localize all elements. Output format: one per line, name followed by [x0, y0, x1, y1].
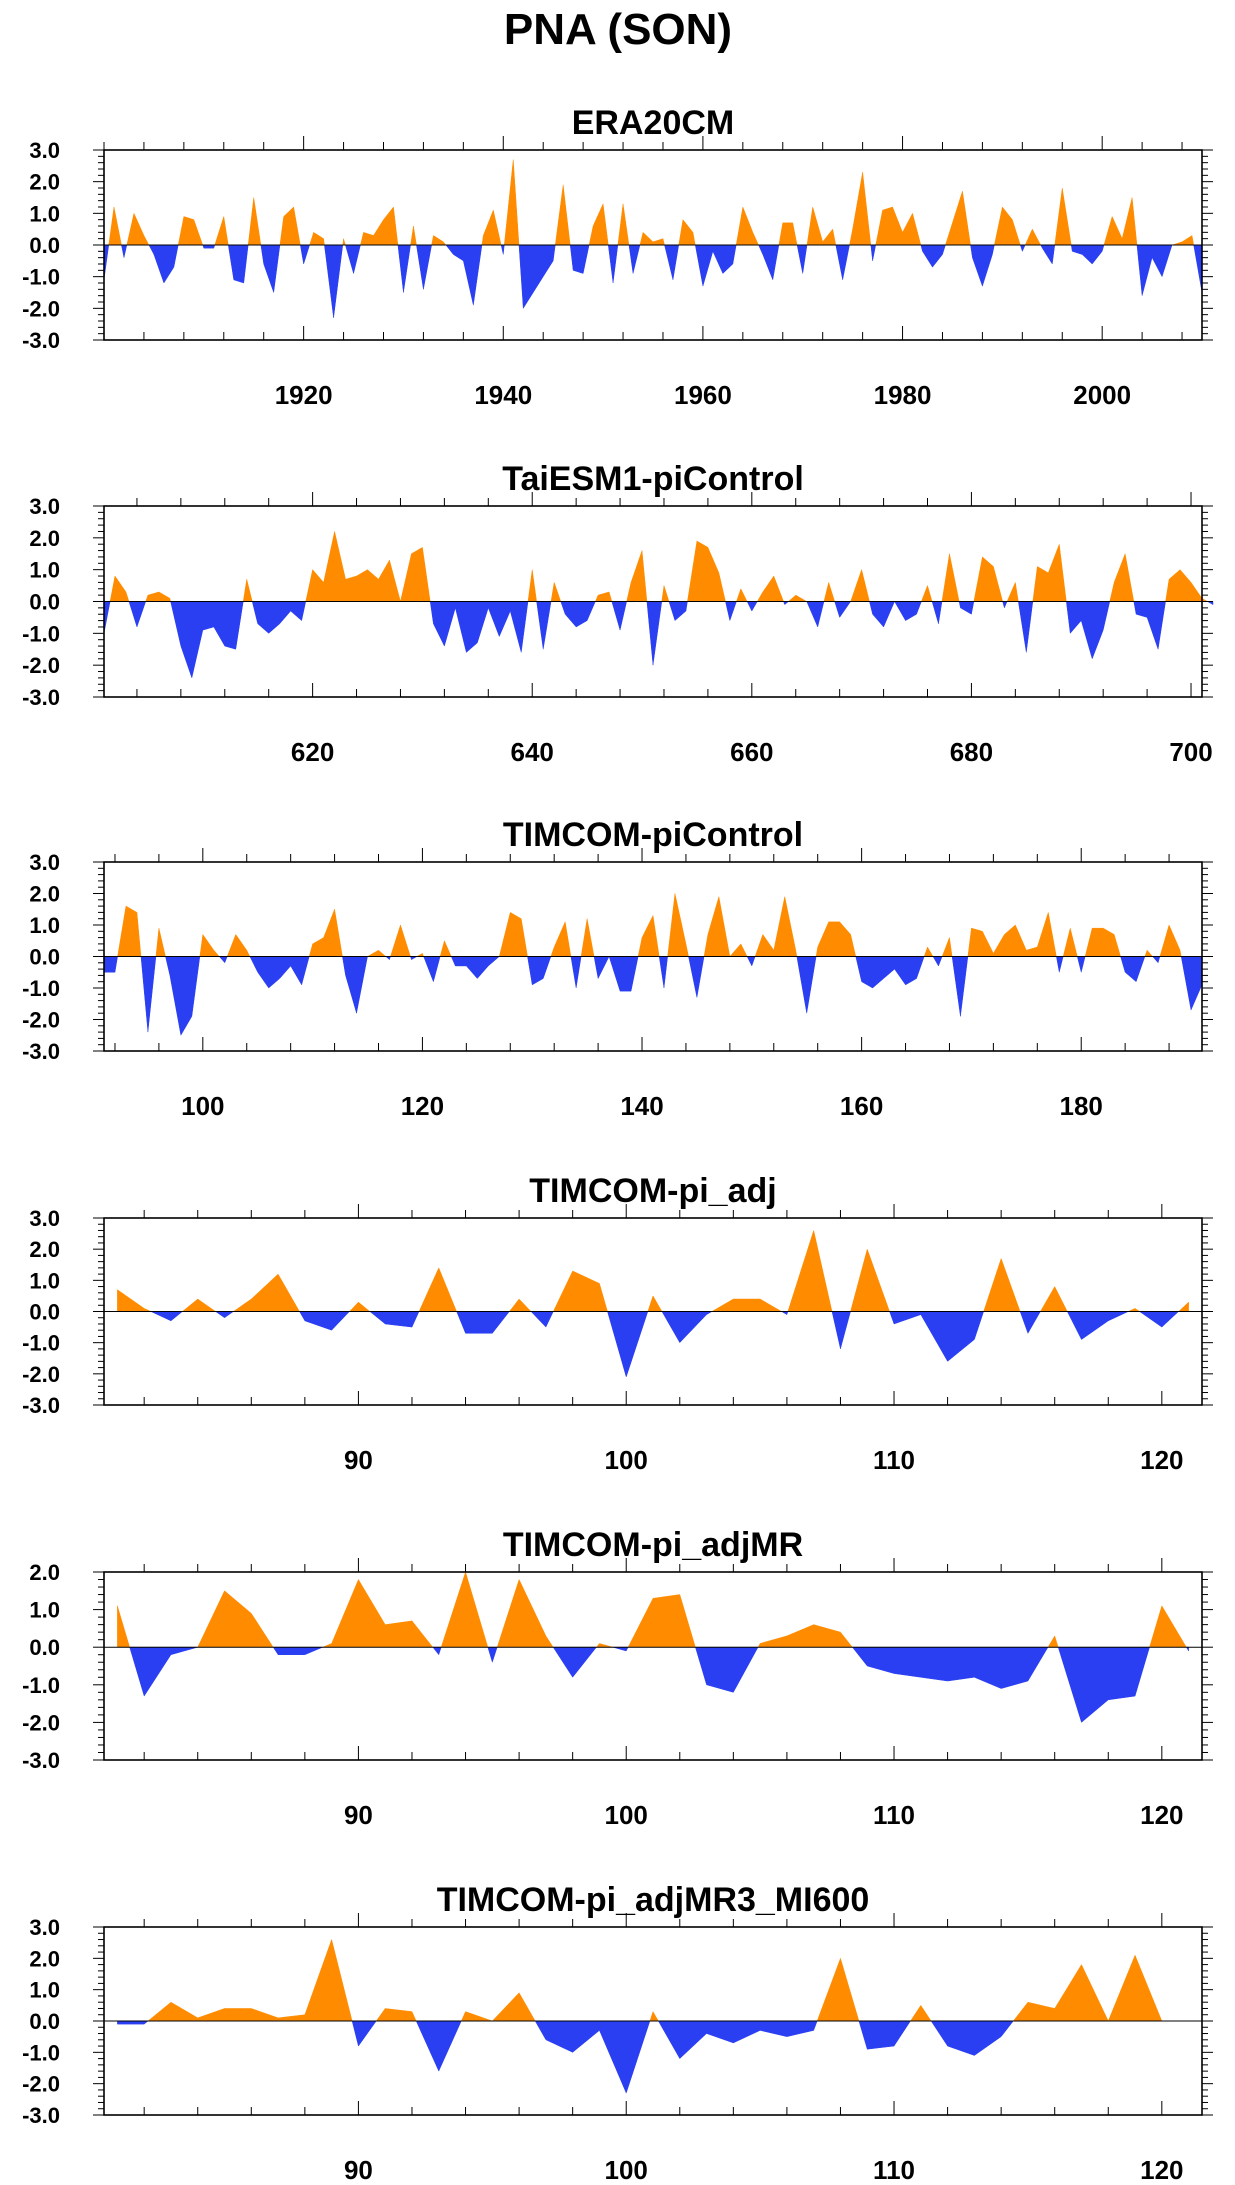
x-tick-label: 100	[181, 1091, 224, 1121]
y-tick-label: 1.0	[29, 1268, 60, 1293]
y-tick-label: -3.0	[22, 328, 60, 353]
y-tick-label: 0.0	[29, 233, 60, 258]
positive-area	[104, 893, 1202, 958]
y-tick-label: -2.0	[22, 1008, 60, 1033]
y-tick-label: 3.0	[29, 1915, 60, 1940]
x-tick-label: 1920	[275, 380, 333, 410]
panel-title: TaiESM1-piControl	[502, 460, 804, 498]
y-tick-label: 3.0	[29, 1206, 60, 1231]
positive-area	[104, 531, 1213, 602]
panel-title: ERA20CM	[572, 104, 734, 142]
x-tick-label: 100	[605, 2155, 648, 2185]
y-tick-label: 0.0	[29, 1300, 60, 1325]
x-tick-label: 1940	[474, 380, 532, 410]
x-tick-label: 120	[1140, 1800, 1183, 1830]
negative-area	[103, 955, 1203, 1036]
x-tick-label: 180	[1060, 1091, 1103, 1121]
panel-title: TIMCOM-pi_adjMR3_MI600	[437, 1881, 870, 1919]
y-tick-label: 1.0	[29, 1978, 60, 2003]
positive-area	[104, 159, 1202, 246]
x-tick-label: 660	[730, 737, 773, 767]
y-tick-label: 0.0	[29, 2009, 60, 2034]
y-tick-label: -1.0	[22, 265, 60, 290]
positive-area	[117, 1571, 1189, 1648]
y-tick-label: -1.0	[22, 1331, 60, 1356]
panel-1: ERA20CM 3.0 2.0 1.0 0.0 -1.0 -2.0 -3.0 1920 1940 1…	[22, 104, 1213, 410]
y-tick-label: 3.0	[29, 494, 60, 519]
x-tick-label: 110	[873, 1445, 915, 1475]
y-tick-label: 2.0	[29, 170, 60, 195]
x-tick-label: 90	[344, 1800, 373, 1830]
plot-frame	[103, 1571, 1203, 1761]
x-tick-label: 1980	[874, 380, 932, 410]
panel-title: TIMCOM-piControl	[503, 816, 803, 854]
panel-2: TaiESM1-piControl 3.0 2.0 1.0 0.0 -1.0 -2.0 -3.…	[22, 460, 1214, 767]
x-tick-label: 640	[511, 737, 554, 767]
negative-area	[117, 1311, 1189, 1378]
y-tick-label: 2.0	[29, 1560, 60, 1585]
y-tick-label: -2.0	[22, 2072, 60, 2097]
y-tick-label: 1.0	[29, 558, 60, 583]
panel-6: TIMCOM-pi_adjMR3_MI600 3.0 2.0 1.0 0.0 -1.0 -2…	[22, 1881, 1213, 2185]
y-tick-label: -2.0	[22, 653, 60, 678]
x-tick-label: 120	[1140, 1445, 1183, 1475]
x-tick-label: 620	[291, 737, 334, 767]
x-tick-label: 110	[873, 1800, 915, 1830]
x-tick-label: 100	[605, 1800, 648, 1830]
y-tick-label: -1.0	[22, 621, 60, 646]
y-tick-label: 1.0	[29, 201, 60, 226]
y-tick-label: 0.0	[29, 945, 60, 970]
positive-area	[117, 1229, 1189, 1312]
x-tick-label: 110	[873, 2155, 915, 2185]
x-tick-label: 100	[605, 1445, 648, 1475]
panel-3: TIMCOM-piControl 3.0 2.0 1.0 0.0 -1.0 -2.0 -3.0…	[22, 816, 1213, 1121]
negative-area	[117, 1646, 1189, 1723]
y-tick-label: -3.0	[22, 2103, 60, 2128]
y-tick-label: -3.0	[22, 1748, 60, 1773]
panel-4: TIMCOM-pi_adj 3.0 2.0 1.0 0.0 -1.0 -2.0 -3.0 90 1…	[22, 1172, 1213, 1475]
x-tick-label: 2000	[1073, 380, 1131, 410]
x-tick-label: 90	[344, 2155, 373, 2185]
x-tick-label: 120	[401, 1091, 444, 1121]
y-tick-label: -3.0	[22, 685, 60, 710]
y-tick-label: -2.0	[22, 1710, 60, 1735]
x-tick-label: 120	[1140, 2155, 1183, 2185]
negative-area	[103, 600, 1214, 679]
negative-area	[117, 2020, 1162, 2094]
x-tick-label: 90	[344, 1445, 373, 1475]
y-tick-label: 2.0	[29, 1237, 60, 1262]
y-tick-label: -3.0	[22, 1393, 60, 1418]
y-tick-label: 3.0	[29, 850, 60, 875]
y-tick-label: -1.0	[22, 976, 60, 1001]
y-tick-label: -3.0	[22, 1039, 60, 1064]
y-tick-label: 0.0	[29, 590, 60, 615]
y-tick-label: 2.0	[29, 526, 60, 551]
negative-area	[103, 244, 1203, 318]
y-tick-label: 2.0	[29, 882, 60, 907]
y-tick-label: -2.0	[22, 296, 60, 321]
y-tick-label: 3.0	[29, 138, 60, 163]
x-tick-label: 680	[950, 737, 993, 767]
y-tick-label: 1.0	[29, 1598, 60, 1623]
y-tick-label: 2.0	[29, 1946, 60, 1971]
x-tick-label: 1960	[674, 380, 732, 410]
y-tick-label: 1.0	[29, 913, 60, 938]
x-tick-label: 160	[840, 1091, 883, 1121]
positive-area	[117, 1938, 1163, 2022]
y-tick-label: -1.0	[22, 2040, 60, 2065]
y-tick-label: -2.0	[22, 1362, 60, 1387]
x-tick-label: 140	[620, 1091, 663, 1121]
y-tick-label: -1.0	[22, 1673, 60, 1698]
panel-5: TIMCOM-pi_adjMR 2.0 1.0 0.0 -1.0 -2.0 -3.0 90 10…	[22, 1526, 1213, 1830]
x-tick-label: 700	[1169, 737, 1212, 767]
figure-title: PNA (SON)	[504, 5, 732, 54]
panel-title: TIMCOM-pi_adjMR	[503, 1526, 803, 1564]
y-tick-label: 0.0	[29, 1635, 60, 1660]
panel-title: TIMCOM-pi_adj	[529, 1172, 776, 1210]
